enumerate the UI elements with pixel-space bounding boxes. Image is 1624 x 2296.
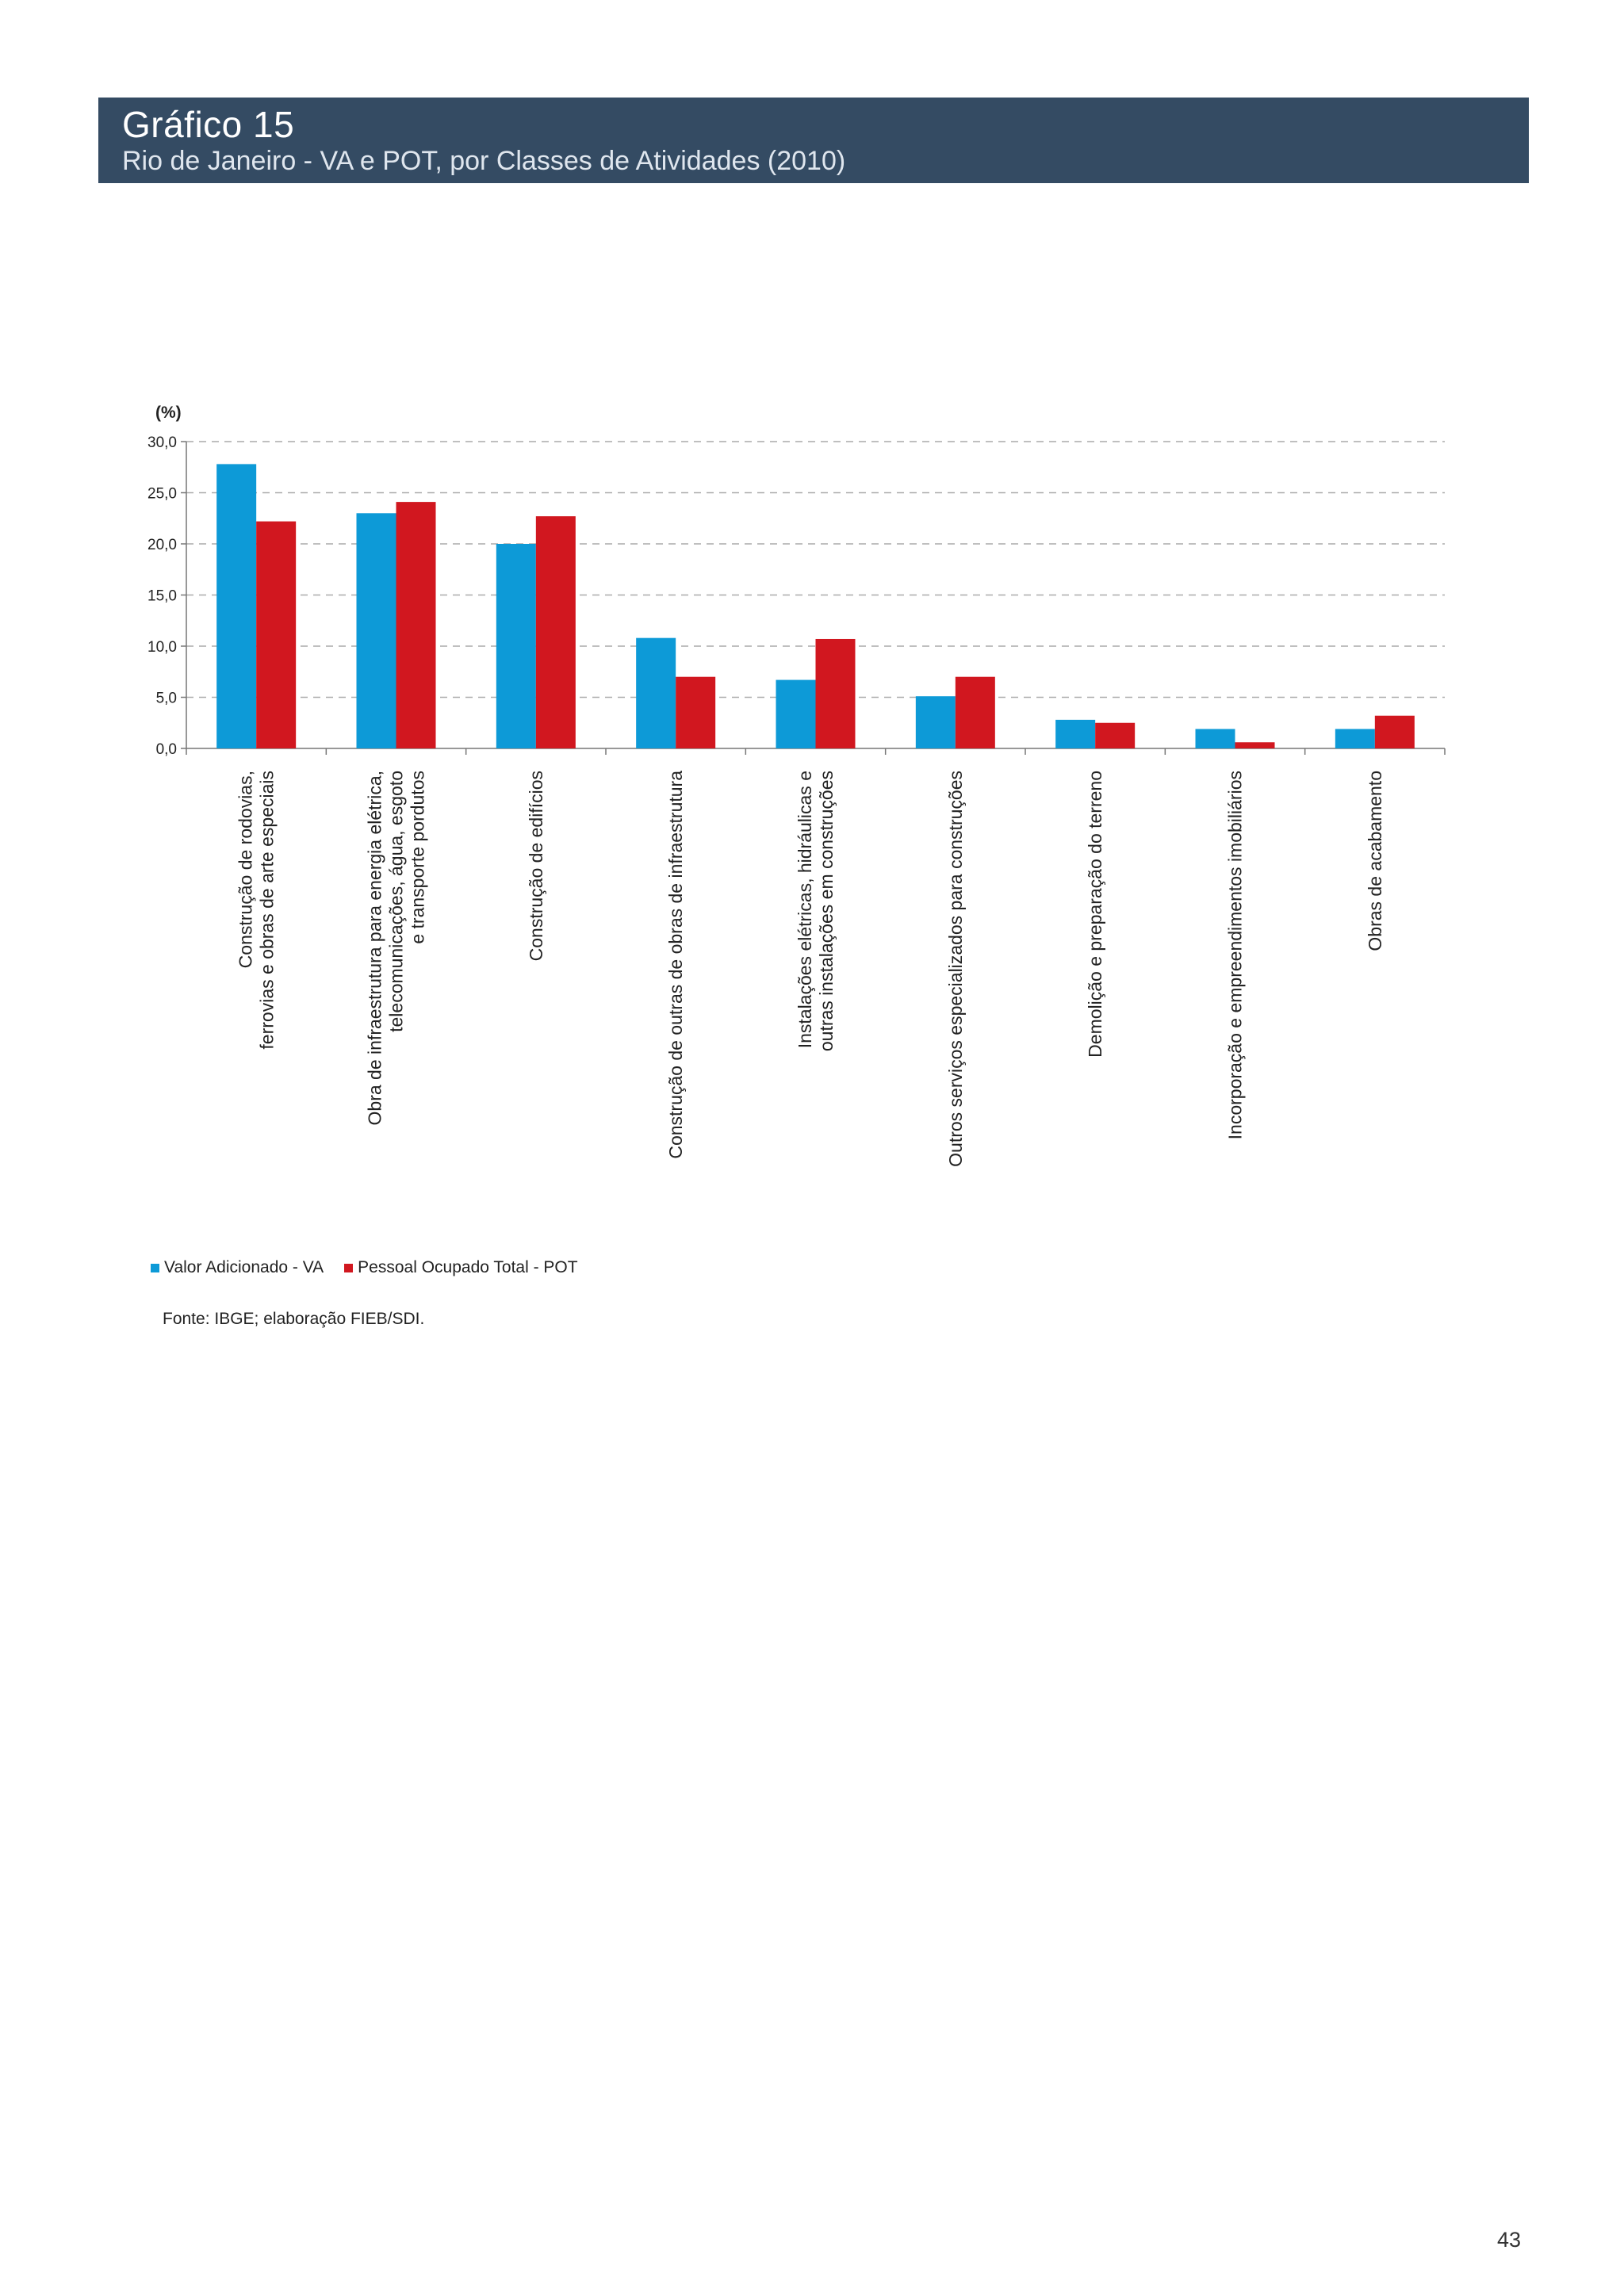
bar-pot	[1095, 722, 1136, 748]
bar-pot	[955, 676, 995, 748]
x-category-label: Obras de acabamento	[1365, 771, 1385, 951]
x-category-label-line: e transporte pordutos	[408, 771, 428, 944]
legend-label-pot: Pessoal Ocupado Total - POT	[358, 1258, 578, 1276]
page-number: 43	[1497, 2228, 1522, 2252]
x-category-label-line: Instalações elétricas, hidráulicas e	[795, 771, 815, 1048]
bar-va	[636, 637, 676, 748]
x-category-label: Construção de outras de obras de infraes…	[665, 771, 686, 1159]
x-category-label-line: Construção de rodovias,	[236, 771, 256, 968]
y-tick-label: 5,0	[156, 691, 177, 707]
bar-va	[1335, 729, 1375, 748]
y-tick-label: 10,0	[147, 639, 177, 656]
source-note: Fonte: IBGE; elaboração FIEB/SDI.	[163, 1310, 425, 1328]
x-category-label: Obra de infraestrutura para energia elét…	[365, 771, 428, 1125]
bar-va	[915, 696, 956, 748]
x-category-label: Instalações elétricas, hidráulicas eoutr…	[795, 771, 837, 1051]
bar-va	[216, 464, 257, 748]
bar-pot	[535, 516, 576, 748]
y-tick-label: 0,0	[156, 741, 177, 758]
x-category-label-line: ferrovias e obras de arte especiais	[257, 771, 278, 1050]
y-axis-label: (%)	[155, 404, 182, 422]
y-tick-label: 20,0	[147, 537, 177, 553]
y-tick-label: 25,0	[147, 486, 177, 503]
x-category-label: Construção de rodovias,ferrovias e obras…	[236, 771, 278, 1050]
bar-pot	[1374, 715, 1415, 748]
x-category-label: Incorporação e empreendimentos imobiliár…	[1225, 771, 1246, 1139]
x-category-label-line: Construção de outras de obras de infraes…	[665, 771, 686, 1159]
chart-legend: Valor Adicionado - VA Pessoal Ocupado To…	[151, 1256, 578, 1280]
x-category-label-line: Obras de acabamento	[1365, 771, 1385, 951]
bar-va	[1195, 729, 1235, 748]
legend-label-va: Valor Adicionado - VA	[164, 1258, 324, 1276]
bar-va	[496, 544, 536, 748]
chart-number-title: Gráfico 15	[122, 104, 295, 145]
chart-subtitle: Rio de Janeiro - VA e POT, por Classes d…	[122, 146, 846, 176]
bar-va	[776, 679, 816, 748]
x-category-label: Outros serviços especializados para cons…	[945, 771, 966, 1167]
bar-pot	[1235, 742, 1275, 748]
bar-pot	[815, 638, 856, 748]
legend-item-pot: Pessoal Ocupado Total - POT	[344, 1258, 578, 1277]
x-category-label-line: telecomunicações, água, esgoto	[386, 771, 407, 1032]
bar-pot	[396, 502, 436, 748]
x-category-label-line: outras instalações em construções	[816, 771, 837, 1051]
bar-pot	[256, 521, 297, 748]
y-tick-label: 30,0	[147, 434, 177, 451]
y-tick-label: 15,0	[147, 588, 177, 605]
chart-header: Gráfico 15 Rio de Janeiro - VA e POT, po…	[98, 98, 1529, 183]
bar-va	[1055, 719, 1096, 748]
legend-item-va: Valor Adicionado - VA	[151, 1258, 324, 1277]
legend-swatch-va	[151, 1263, 159, 1272]
bar-va	[356, 513, 396, 748]
x-category-label-line: Demolição e preparação do terreno	[1085, 771, 1105, 1058]
bar-pot	[676, 676, 716, 748]
x-category-label-line: Incorporação e empreendimentos imobiliár…	[1225, 771, 1246, 1139]
x-category-label: Construção de edifícios	[526, 771, 546, 961]
x-category-label-line: Outros serviços especializados para cons…	[945, 771, 966, 1167]
x-category-label-line: Obra de infraestrutura para energia elét…	[365, 771, 385, 1125]
x-category-label-line: Construção de edifícios	[526, 771, 546, 961]
legend-swatch-pot	[344, 1263, 354, 1272]
x-category-label: Demolição e preparação do terreno	[1085, 771, 1105, 1058]
